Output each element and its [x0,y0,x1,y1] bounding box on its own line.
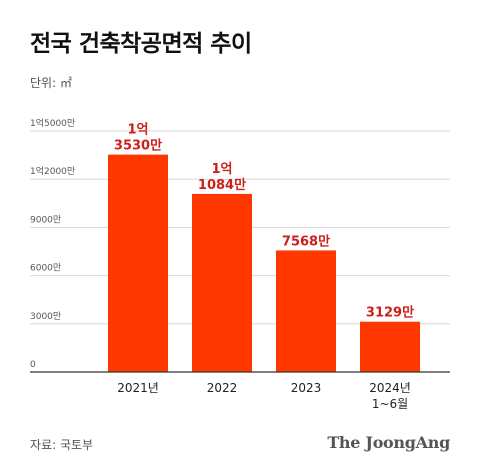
bar [360,321,420,372]
y-tick-label: 3000만 [30,311,61,322]
bar-value-label: 3530만 [114,138,162,154]
bar [108,154,168,372]
source-label: 자료: 국토부 [30,438,94,452]
bar-value-label: 1084만 [198,177,246,193]
x-category-label: 2021년 [117,381,159,395]
y-tick-label: 0 [30,360,36,370]
bar [192,193,252,372]
y-tick-label: 1억2000만 [30,165,75,177]
bar-value-label: 1억 [127,123,148,138]
bar-value-label: 3129만 [366,305,414,321]
bar [276,250,336,372]
bar-value-label: 1억 [211,162,232,177]
x-category-label: 1~6월 [372,397,408,411]
y-tick-label: 1억5000만 [30,117,75,129]
x-category-label: 2023 [291,381,322,395]
publisher-logo: The JoongAng [327,433,450,452]
y-tick-label: 9000만 [30,214,61,225]
unit-label: 단위: ㎡ [30,76,72,90]
y-tick-label: 6000만 [30,263,61,274]
x-category-label: 2022 [207,381,238,395]
chart-title: 전국 건축착공면적 추이 [30,31,252,57]
x-category-label: 2024년 [369,381,411,395]
bar-value-label: 7568만 [282,233,330,249]
